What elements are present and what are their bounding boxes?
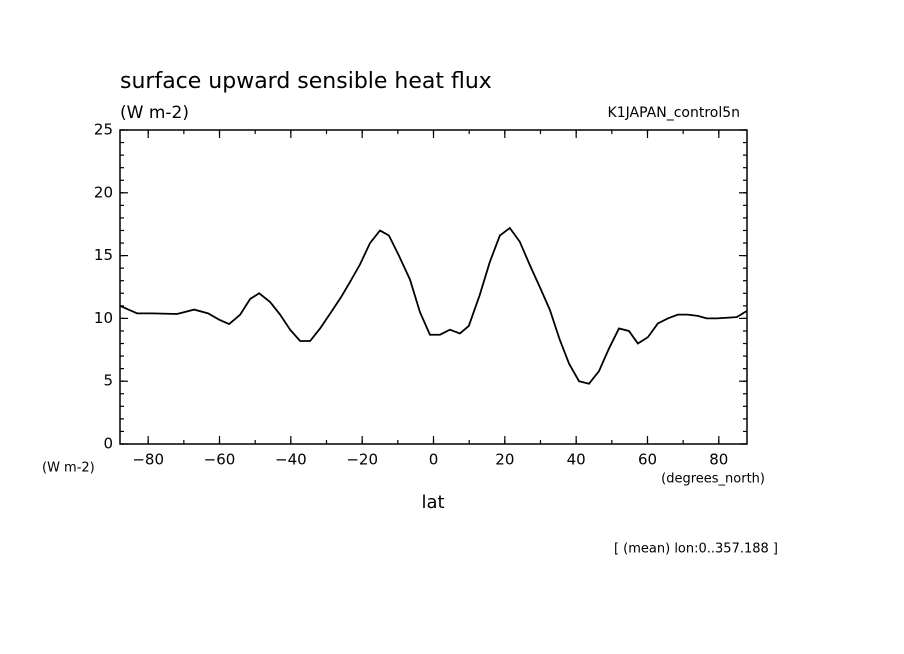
x-axis-label: lat bbox=[421, 492, 444, 513]
data-line bbox=[119, 226, 748, 385]
chart-title: surface upward sensible heat flux bbox=[120, 69, 492, 94]
y-unit-label: (W m-2) bbox=[42, 461, 95, 476]
x-tick-label: 60 bbox=[638, 451, 657, 469]
plot-frame bbox=[119, 129, 748, 445]
footnote: [ (mean) lon:0..357.188 ] bbox=[614, 542, 778, 557]
y-tick-label: 20 bbox=[94, 183, 113, 201]
annotation: K1JAPAN_control5n bbox=[608, 105, 740, 121]
x-tick-label: −60 bbox=[204, 451, 236, 469]
y-tick-label: 5 bbox=[103, 372, 113, 390]
y-tick-label: 0 bbox=[103, 435, 113, 453]
x-unit-label: (degrees_north) bbox=[661, 472, 765, 487]
x-tick-label: 0 bbox=[429, 451, 439, 469]
x-tick-label: −40 bbox=[275, 451, 307, 469]
x-tick-label: −20 bbox=[346, 451, 378, 469]
y-tick-label: 25 bbox=[94, 121, 113, 139]
x-tick-label: 20 bbox=[495, 451, 514, 469]
x-tick-label: 80 bbox=[709, 451, 728, 469]
y-tick-label: 15 bbox=[94, 246, 113, 264]
y-tick-label: 10 bbox=[94, 309, 113, 327]
x-tick-label: −80 bbox=[132, 451, 164, 469]
chart-subtitle: (W m-2) bbox=[120, 103, 189, 123]
x-tick-label: 40 bbox=[567, 451, 586, 469]
